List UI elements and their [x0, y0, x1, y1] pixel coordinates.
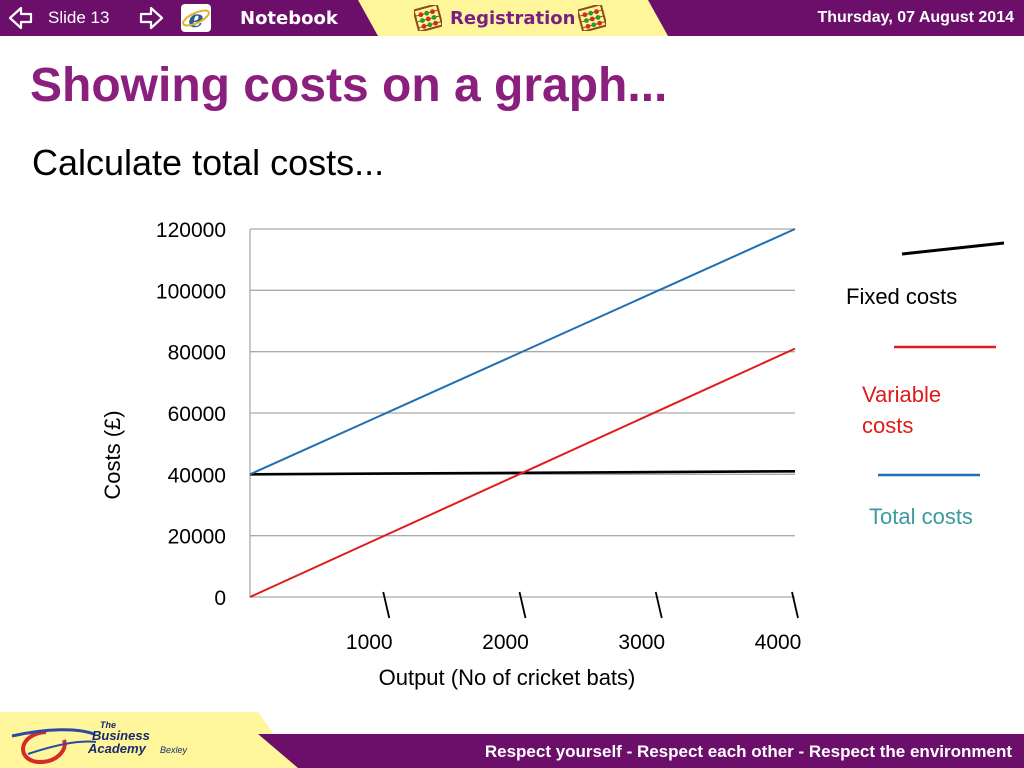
- business-academy-logo: The Business Academy Bexley: [11, 720, 188, 765]
- slide-number-label: Slide 13: [48, 8, 110, 27]
- x-tick-label: 4000: [755, 631, 802, 654]
- chart-tick-labels: 0 20000 40000 60000 80000 100000 120000 1000 200…: [156, 219, 801, 654]
- cost-line-chart: 0 20000 40000 60000 80000 100000 120000 1000 200…: [100, 219, 801, 690]
- logo-business-text: Business: [92, 728, 150, 743]
- legend-swatches: [878, 241, 1005, 477]
- logo-bexley-text: Bexley: [160, 745, 188, 755]
- legend-fixed-swatch: [901, 241, 1005, 256]
- chart-series: [249, 228, 796, 598]
- x-tick-label: 3000: [618, 631, 665, 654]
- legend-fixed-label: Fixed costs: [846, 284, 958, 309]
- x-axis-label: Output (No of cricket bats): [379, 665, 636, 690]
- abacus-icon: [414, 5, 442, 31]
- legend-total-label: Total costs: [869, 504, 973, 529]
- y-axis-label: Costs (£): [100, 410, 125, 499]
- x-tick-mark: [791, 591, 799, 619]
- top-navigation-bar: Slide 13 e Notebook Registration: [0, 0, 1024, 36]
- y-tick-label: 80000: [168, 342, 226, 365]
- series-line-total-costs: [249, 228, 796, 476]
- forward-arrow-icon[interactable]: [138, 5, 164, 31]
- logo-academy-text: Academy: [87, 741, 147, 756]
- abacus-icon: [578, 5, 606, 31]
- legend-variable-label-line1: Variable: [862, 382, 942, 407]
- y-tick-label: 100000: [156, 280, 226, 303]
- y-tick-label: 120000: [156, 219, 226, 242]
- y-tick-label: 20000: [168, 526, 226, 549]
- x-tick-mark: [518, 591, 527, 619]
- footer-bar: The Business Academy Bexley Respect your…: [0, 712, 1024, 768]
- date-label: Thursday, 07 August 2014: [817, 9, 1014, 26]
- series-line-variable-costs: [249, 347, 796, 598]
- x-tick-label: 1000: [346, 631, 393, 654]
- x-tick-label: 2000: [482, 631, 529, 654]
- chart-gridlines: [250, 228, 795, 598]
- internet-explorer-icon[interactable]: e: [180, 3, 212, 33]
- x-tick-mark: [382, 591, 391, 619]
- notebook-link[interactable]: Notebook: [240, 7, 338, 29]
- y-tick-label: 40000: [168, 464, 226, 487]
- logo-the-text: The: [100, 720, 116, 730]
- page-subtitle: Calculate total costs...: [32, 142, 385, 183]
- chart-axes: [249, 229, 799, 619]
- legend-variable-label-line2: costs: [862, 413, 914, 438]
- footer-motto: Respect yourself - Respect each other - …: [484, 742, 1012, 761]
- y-tick-label: 60000: [168, 403, 226, 426]
- y-tick-label: 0: [214, 587, 226, 610]
- page-title: Showing costs on a graph...: [30, 59, 668, 112]
- back-arrow-icon[interactable]: [8, 5, 34, 31]
- footer-background: [0, 712, 1024, 768]
- registration-link[interactable]: Registration: [450, 7, 576, 29]
- x-tick-mark: [654, 591, 663, 619]
